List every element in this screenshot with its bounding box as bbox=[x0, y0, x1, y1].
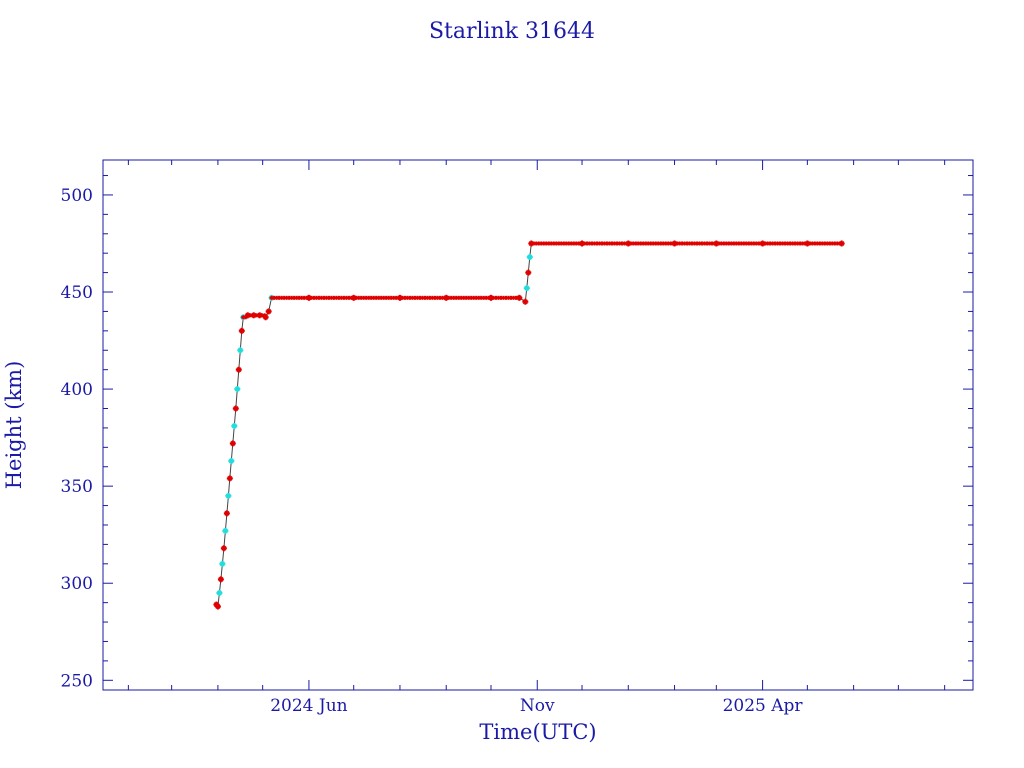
x-tick-label: 2024 Jun bbox=[270, 696, 347, 716]
data-point bbox=[232, 405, 239, 412]
data-point bbox=[216, 589, 223, 596]
y-tick-label: 400 bbox=[61, 380, 93, 400]
data-point bbox=[222, 527, 229, 534]
y-tick-label: 300 bbox=[61, 574, 93, 594]
data-point bbox=[223, 510, 230, 517]
data-point bbox=[837, 241, 842, 246]
data-point bbox=[237, 347, 244, 354]
data-point bbox=[226, 475, 233, 482]
y-axis-label: Height (km) bbox=[2, 361, 26, 490]
data-point bbox=[525, 269, 532, 276]
data-point bbox=[217, 576, 224, 583]
data-point bbox=[526, 254, 533, 261]
x-tick-label: 2025 Apr bbox=[723, 696, 804, 716]
data-point bbox=[220, 545, 227, 552]
y-tick-label: 350 bbox=[61, 477, 93, 497]
data-point bbox=[214, 602, 219, 607]
data-point bbox=[231, 422, 238, 429]
plot-frame bbox=[102, 159, 974, 691]
y-tick-label: 450 bbox=[61, 283, 93, 303]
data-point bbox=[522, 298, 529, 305]
x-tick-label: Nov bbox=[520, 696, 555, 716]
data-point bbox=[234, 386, 241, 393]
data-point bbox=[516, 295, 521, 300]
chart-title: Starlink 31644 bbox=[429, 19, 595, 44]
data-point bbox=[262, 313, 267, 318]
axis-ticks bbox=[103, 160, 973, 690]
data-point bbox=[238, 327, 245, 334]
data-point bbox=[219, 560, 226, 567]
data-points bbox=[213, 240, 845, 610]
y-tick-label: 500 bbox=[61, 186, 93, 206]
x-axis-label: Time(UTC) bbox=[479, 720, 596, 744]
data-point bbox=[265, 308, 272, 315]
data-point bbox=[228, 457, 235, 464]
data-point bbox=[235, 366, 242, 373]
data-point bbox=[229, 440, 236, 447]
y-tick-labels: 250 300 350 400 450 500 bbox=[61, 186, 93, 691]
data-point bbox=[225, 492, 232, 499]
y-tick-label: 250 bbox=[61, 671, 93, 691]
x-tick-labels: 2024 Jun Nov 2025 Apr bbox=[270, 696, 803, 716]
data-point bbox=[523, 285, 530, 292]
